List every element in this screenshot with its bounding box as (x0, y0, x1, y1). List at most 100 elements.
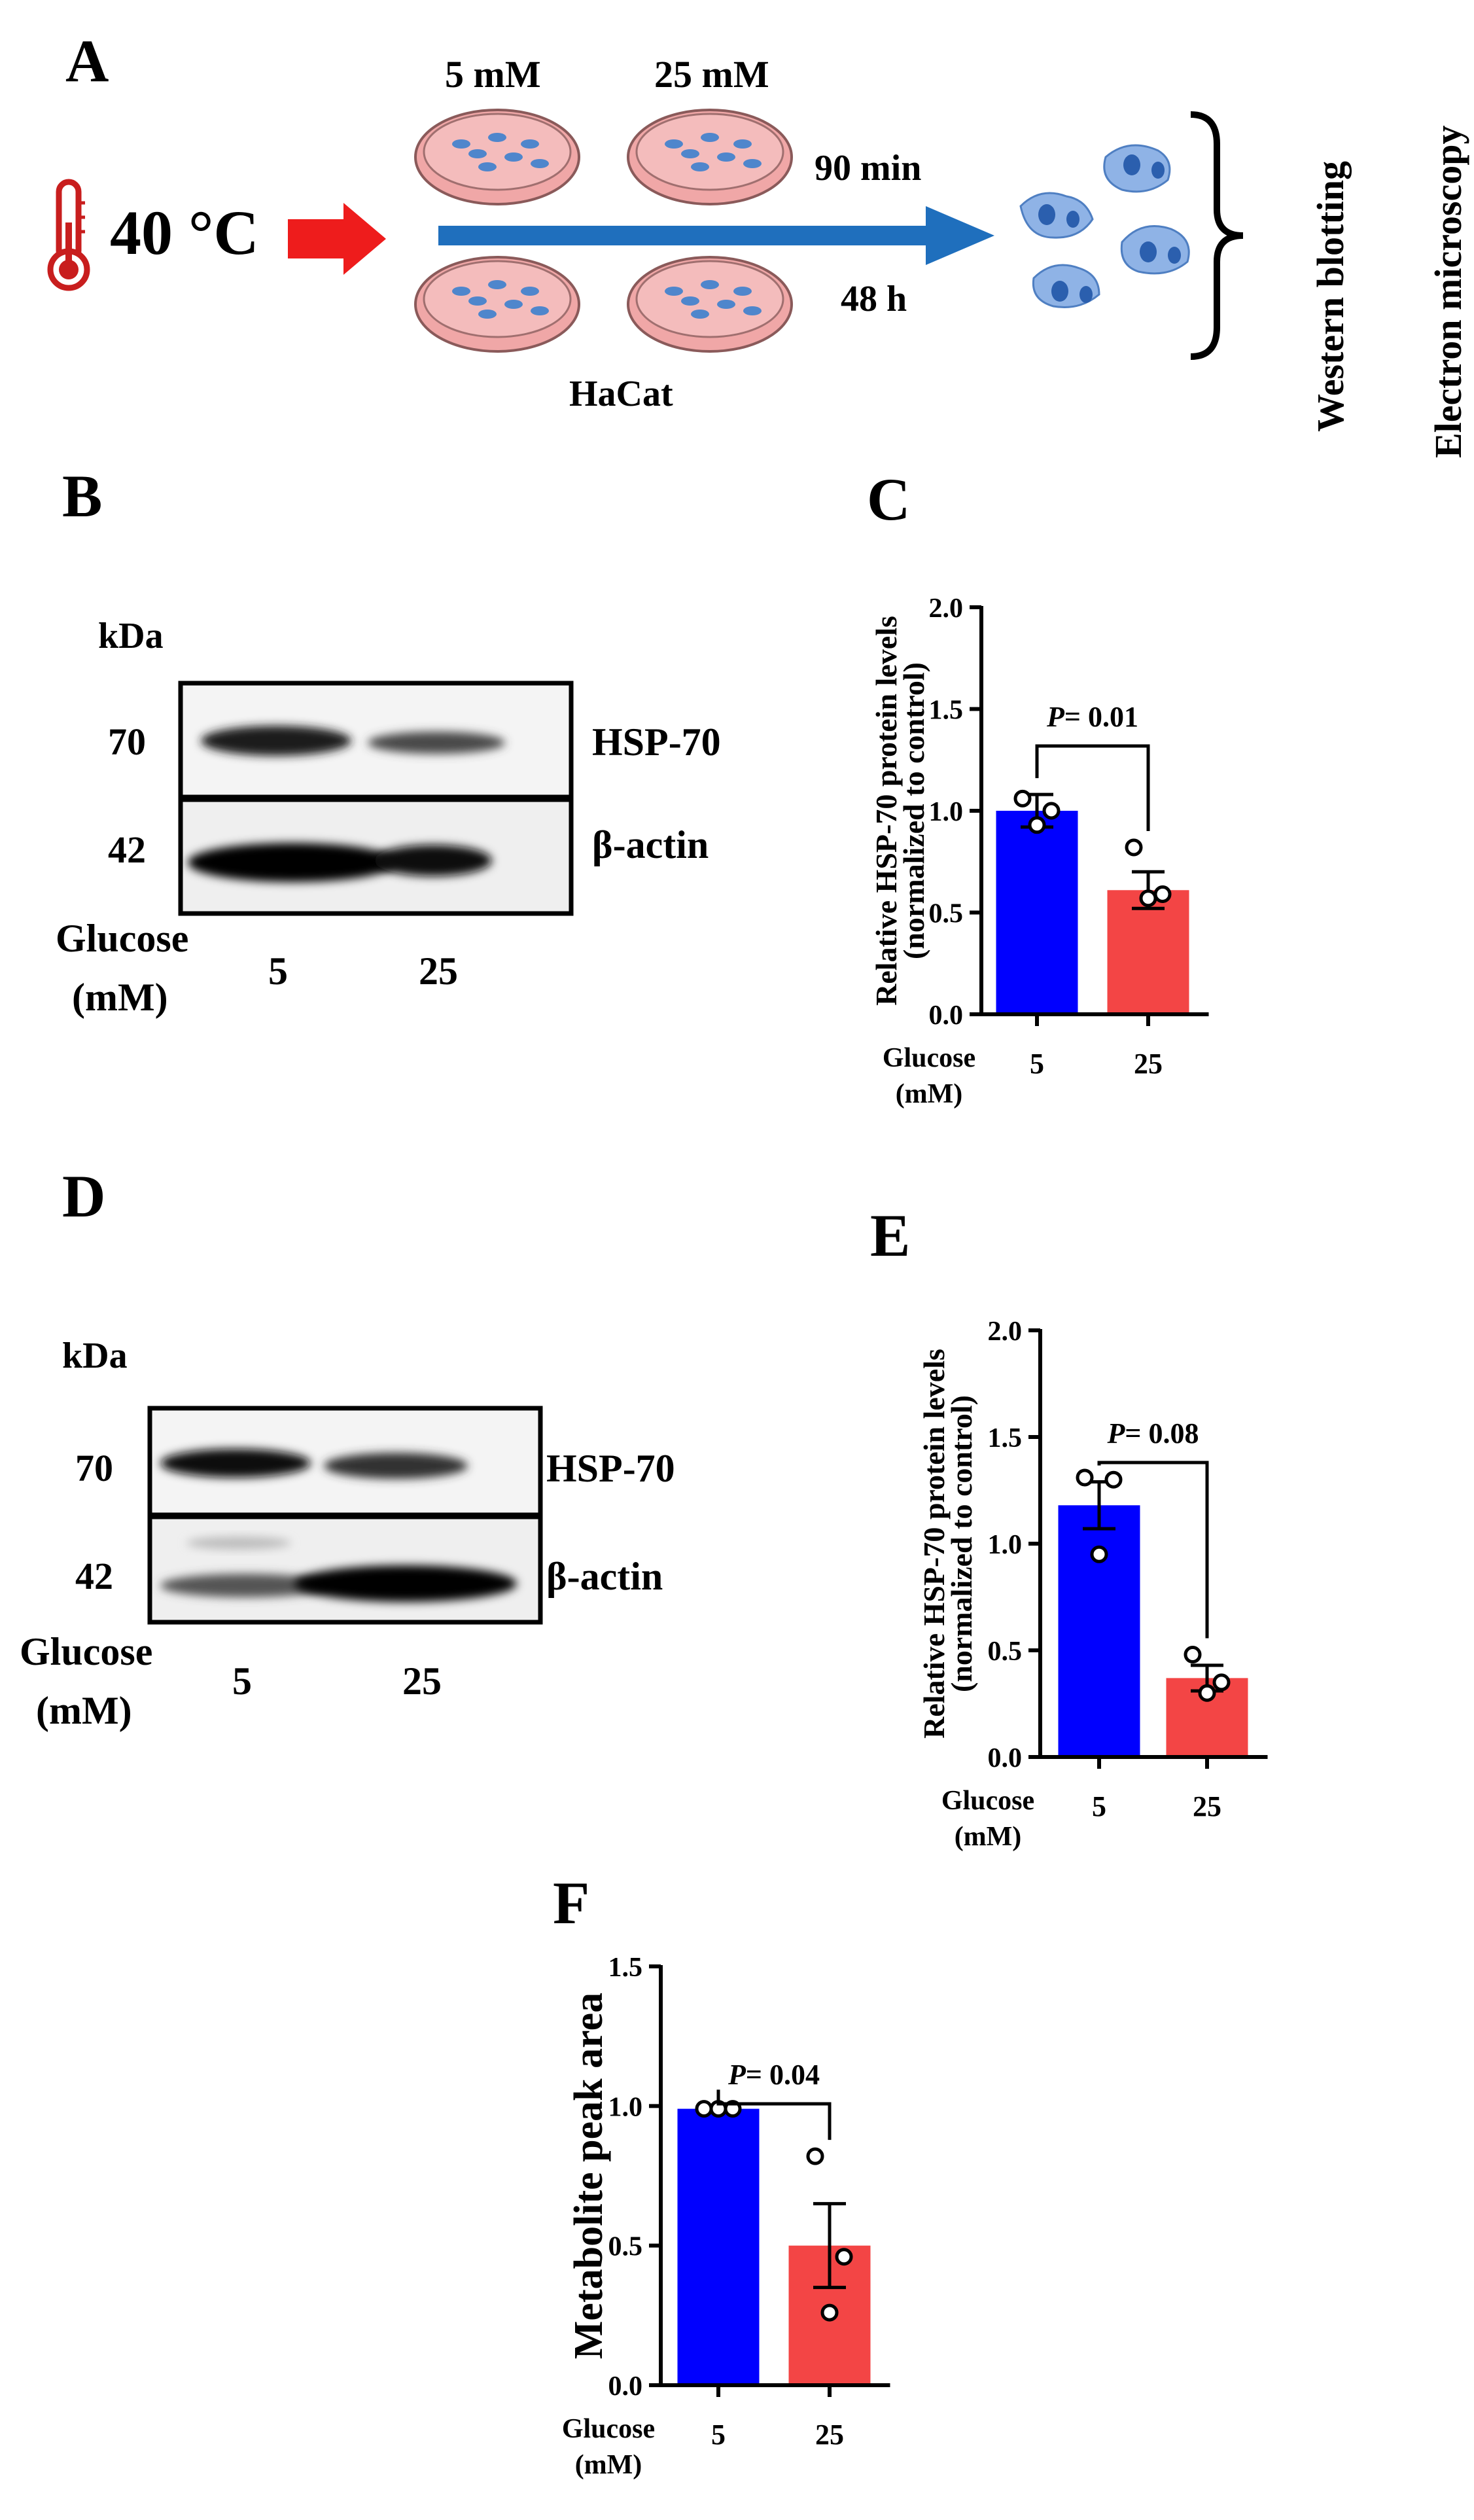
assay-em-label: Electron microscopy (1427, 125, 1469, 459)
red-arrow-icon (288, 203, 386, 278)
petri-dish-5mm-48h (412, 252, 582, 360)
data-point (1212, 1673, 1231, 1692)
p-value-label: P= 0.01 (1046, 701, 1138, 733)
x-tick-label: 5 (1092, 1790, 1106, 1822)
kda-label: kDa (62, 1336, 128, 1376)
y-tick-label: 1.5 (608, 1953, 643, 1983)
glucose-unit-label: (mM) (72, 976, 168, 1019)
y-tick-label: 1.5 (988, 1423, 1023, 1453)
kda-label: kDa (98, 616, 164, 656)
x-axis-label: Glucose (883, 1043, 975, 1073)
x-axis-label: Glucose (562, 2414, 655, 2444)
data-point (1184, 1646, 1202, 1664)
petri-dish-25mm-48h (625, 252, 795, 360)
panel-letter-b: B (62, 463, 103, 529)
y-tick-label: 0.5 (988, 1637, 1023, 1667)
y-tick-label: 0.0 (988, 1743, 1023, 1773)
p-symbol: P (728, 2059, 746, 2091)
bar-5 (1058, 1505, 1140, 1757)
band-actin-label: β-actin (546, 1555, 663, 1598)
x-tick-label: 5 (711, 2419, 726, 2451)
thermometer-icon (46, 177, 92, 298)
p-symbol: P (1107, 1417, 1126, 1449)
y-tick-label: 0.0 (929, 1001, 964, 1031)
bar-5 (677, 2108, 760, 2385)
y-tick-label: 1.5 (929, 696, 964, 726)
y-tick-label: 1.0 (608, 2092, 643, 2122)
time-48h-label: 48 h (841, 279, 907, 319)
western-blot-b (178, 681, 574, 919)
y-axis-label: Relative HSP-70 protein levels (869, 616, 903, 1006)
p-value: = 0.08 (1125, 1417, 1199, 1449)
panel-letter-c: C (867, 466, 911, 533)
lane-25-label: 25 (402, 1659, 442, 1703)
mw-42-label: 42 (75, 1555, 113, 1597)
glucose-label: Glucose (20, 1630, 153, 1673)
data-point (1013, 789, 1032, 807)
p-value: = 0.01 (1064, 701, 1138, 733)
mw-70-label: 70 (108, 720, 146, 763)
bar-chart-f: 0.0 0.5 1.0 1.5 5 25 P= 0.04 Metabolite peak ar… (562, 1953, 890, 2480)
p-value-label: P= 0.08 (1107, 1417, 1199, 1449)
p-symbol: P (1046, 701, 1065, 733)
significance-bracket (716, 2089, 832, 2140)
x-axis-label-2: (mM) (896, 1079, 963, 1109)
bar-chart-c: 0.0 0.5 1.0 1.5 2.0 5 25 P= 0.01 Relative HSP-70… (869, 594, 1209, 1109)
panel-letter-d: D (62, 1163, 106, 1230)
y-tick-label: 2.0 (988, 1317, 1023, 1347)
panel-letter-f: F (553, 1870, 590, 1936)
data-point (1198, 1684, 1216, 1702)
temperature-label: 40 °C (110, 198, 259, 268)
data-point (1042, 802, 1061, 820)
data-point (1125, 838, 1143, 857)
glucose-unit-label: (mM) (36, 1689, 132, 1732)
data-point (1139, 889, 1157, 908)
data-point (806, 2147, 824, 2165)
y-tick-label: 0.5 (608, 2232, 643, 2262)
lane-5-label: 5 (268, 949, 288, 993)
data-point (1028, 816, 1046, 834)
conc-25mm-label: 25 mM (654, 53, 769, 96)
panel-letter-a: A (65, 27, 109, 94)
x-tick-label: 5 (1030, 1048, 1044, 1080)
band-hsp70-label: HSP-70 (592, 720, 721, 764)
x-axis-label-2: (mM) (955, 1822, 1022, 1852)
y-axis-label: Relative HSP-70 protein levels (917, 1349, 951, 1739)
western-blot-d (147, 1406, 543, 1628)
p-value-label: P= 0.04 (728, 2059, 820, 2091)
mw-42-label: 42 (108, 828, 146, 871)
bar-25 (1107, 890, 1189, 1014)
conc-5mm-label: 5 mM (445, 53, 541, 96)
petri-dish-5mm-90min (412, 105, 582, 213)
y-tick-label: 0.5 (929, 899, 964, 929)
bar-5 (996, 811, 1078, 1014)
significance-bracket (1097, 1461, 1209, 1639)
glucose-label: Glucose (56, 917, 189, 960)
assay-western-label: Western blotting (1309, 160, 1352, 432)
data-point (695, 2100, 713, 2118)
y-tick-label: 0.0 (608, 2371, 643, 2402)
mw-70-label: 70 (75, 1447, 113, 1489)
data-point (1090, 1545, 1108, 1563)
y-axis-label-2: (normalized to control) (945, 1395, 978, 1692)
bar-chart-e: 0.0 0.5 1.0 1.5 2.0 5 25 P= 0.08 Relative HSP-70… (917, 1317, 1268, 1852)
data-point (835, 2248, 853, 2266)
y-tick-label: 2.0 (929, 594, 964, 624)
time-90min-label: 90 min (815, 148, 922, 188)
data-point (820, 2303, 839, 2322)
x-tick-label: 25 (1134, 1048, 1163, 1080)
x-axis-label-2: (mM) (575, 2450, 642, 2480)
brace-icon (1187, 111, 1246, 363)
band-actin-label: β-actin (592, 823, 709, 866)
band-hsp70-label: HSP-70 (546, 1447, 675, 1490)
y-tick-label: 1.0 (988, 1530, 1023, 1560)
blue-arrow-icon (438, 206, 994, 268)
data-point (1153, 885, 1172, 904)
y-axis-label: Metabolite peak area (567, 1993, 611, 2359)
y-tick-label: 1.0 (929, 797, 964, 827)
x-tick-label: 25 (815, 2419, 844, 2451)
x-axis-label: Glucose (941, 1786, 1034, 1816)
cells-icon (1008, 131, 1223, 324)
x-tick-label: 25 (1193, 1790, 1221, 1822)
cell-line-label: HaCat (569, 374, 673, 414)
